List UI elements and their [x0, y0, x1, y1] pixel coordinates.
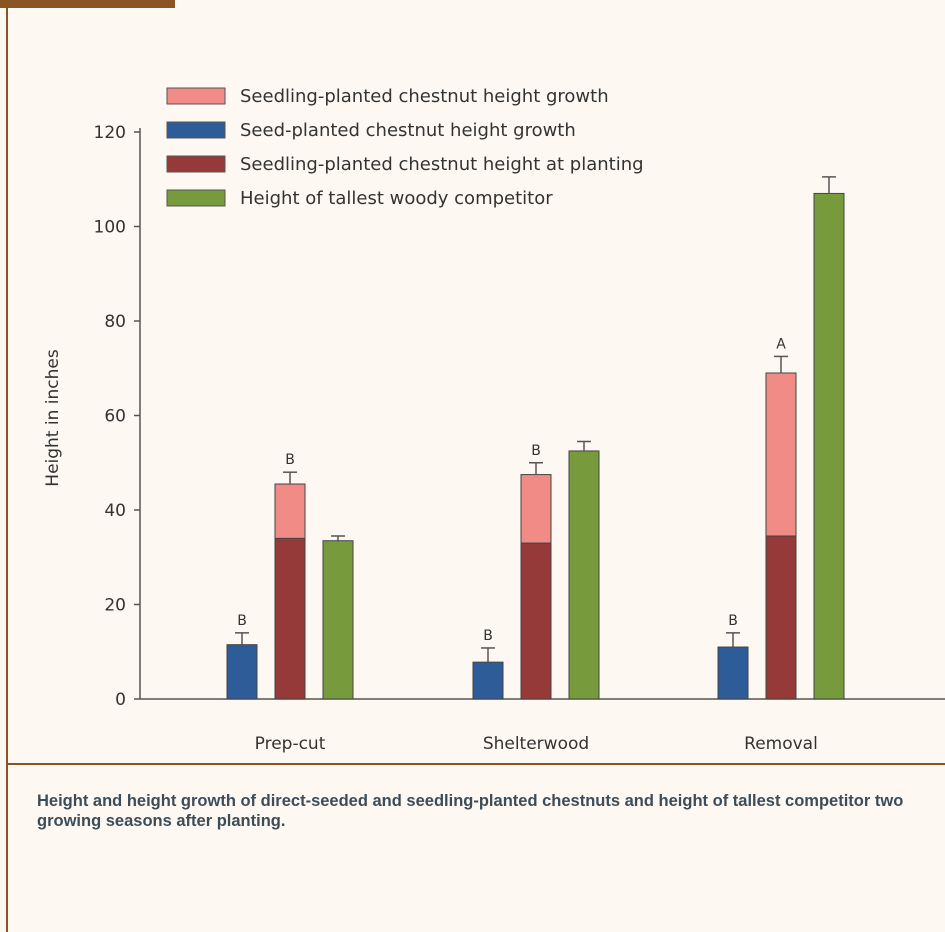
legend-label: Height of tallest woody competitor: [240, 188, 553, 209]
significance-letter: B: [531, 443, 541, 459]
legend-label: Seed-planted chestnut height growth: [240, 120, 576, 141]
caption-separator: [6, 763, 945, 765]
y-tick-label: 60: [104, 407, 126, 427]
bar-seedling-planting-height: [274, 537, 306, 700]
bar-seed-planted-growth: [717, 646, 749, 700]
bar-seedling-growth: [274, 483, 306, 539]
x-tick-label: Removal: [744, 734, 818, 754]
bar-seedling-growth: [520, 474, 552, 544]
bar-seed-planted-growth: [226, 644, 258, 700]
significance-letter: B: [285, 452, 295, 468]
bar-tallest-competitor: [568, 450, 600, 700]
left-border-rule: [6, 0, 8, 932]
legend-swatch: [166, 189, 226, 207]
y-axis-label: Height in inches: [43, 349, 63, 487]
bar-seedling-planting-height: [520, 542, 552, 700]
legend-label: Seedling-planted chestnut height at plan…: [240, 154, 644, 175]
y-tick-label: 40: [104, 501, 126, 521]
legend-label: Seedling-planted chestnut height growth: [240, 86, 609, 107]
bar-tallest-competitor: [322, 540, 354, 700]
chart-bars: B B B B B A: [226, 176, 845, 700]
bar-tallest-competitor: [813, 192, 845, 700]
bar-seedling-growth: [765, 372, 797, 537]
significance-letter: B: [728, 613, 738, 629]
bar-seed-planted-growth: [472, 661, 504, 700]
bar-seedling-planting-height: [765, 535, 797, 700]
x-tick-label: Shelterwood: [483, 734, 589, 754]
y-tick-label: 80: [104, 312, 126, 332]
significance-letter: A: [776, 336, 786, 352]
significance-letter: B: [483, 628, 493, 644]
y-tick-label: 0: [115, 690, 126, 710]
bar-chart: 0 20 40 60 80 100 120 Prep-cut Shelterwood Remova…: [43, 86, 945, 754]
x-tick-label: Prep-cut: [255, 734, 326, 754]
legend-swatch: [166, 87, 226, 105]
significance-letter: B: [237, 613, 247, 629]
y-tick-label: 20: [104, 596, 126, 616]
header-tab-accent: [0, 0, 175, 8]
y-tick-label: 100: [94, 218, 126, 238]
y-tick-label: 120: [94, 123, 126, 143]
chart-legend: Seedling-planted chestnut height growth S…: [166, 86, 644, 209]
figure-caption: Height and height growth of direct-seede…: [37, 792, 904, 830]
legend-swatch: [166, 121, 226, 139]
legend-swatch: [166, 155, 226, 173]
